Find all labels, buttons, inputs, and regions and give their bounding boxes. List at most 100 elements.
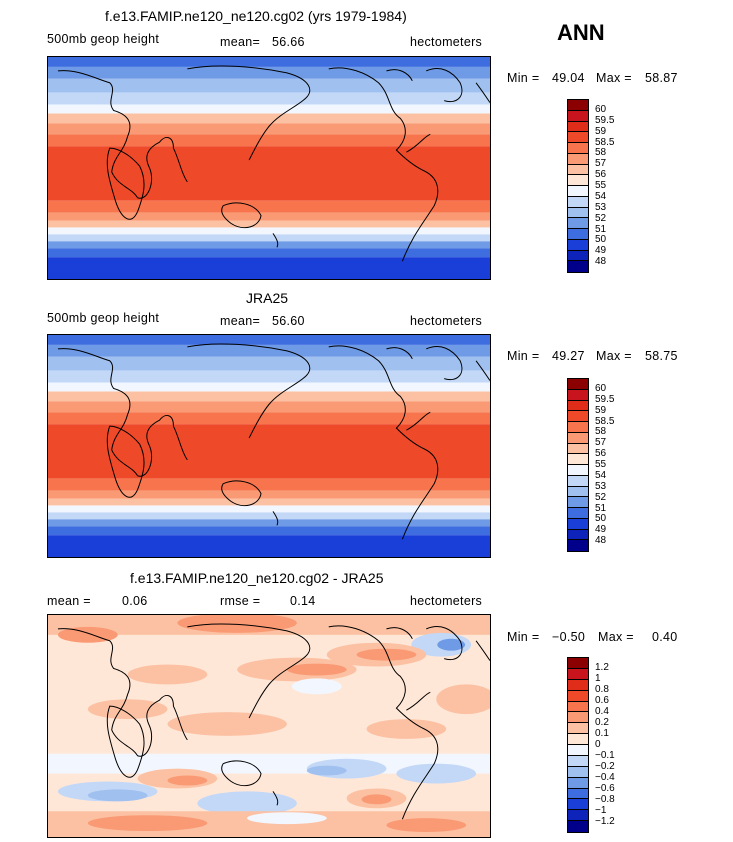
colorbar-swatch (568, 465, 588, 476)
colorbar-tick-label: 57 (595, 158, 607, 170)
colorbar-tick-label: 59 (595, 125, 607, 137)
colorbar-tick-label: 52 (595, 212, 607, 224)
colorbar-swatch (568, 164, 588, 176)
panel3-units: hectometers (410, 594, 483, 608)
colorbar-tick-label: 0.2 (595, 717, 609, 728)
colorbar-swatch (568, 799, 588, 811)
colorbar-tick-label: 1 (595, 673, 601, 684)
colorbar-tick-label: 0.8 (595, 684, 609, 695)
colorbar-tick-label: 58.5 (595, 415, 615, 427)
colorbar-tick-label: 50 (595, 234, 607, 246)
colorbar-swatch (568, 422, 588, 433)
colorbar-tick-label: 60 (595, 103, 607, 115)
panel1-units: hectometers (410, 35, 483, 49)
colorbar-tick-label: −0.6 (595, 783, 615, 794)
colorbar-swatch (568, 379, 588, 390)
colorbar-swatch (568, 143, 588, 154)
colorbar-swatch (568, 788, 588, 800)
colorbar-swatch (568, 529, 588, 541)
colorbar-swatch (568, 734, 588, 745)
panel2-coastlines (57, 343, 490, 540)
colorbar-swatch (568, 810, 588, 822)
colorbar-swatch (568, 475, 588, 487)
panel3-coastlines (57, 623, 490, 820)
panel2-max-value: 58.75 (645, 349, 678, 363)
colorbar-tick-label: 59 (595, 404, 607, 416)
colorbar-tick-label: 0.6 (595, 695, 609, 706)
panel1-min-label: Min = (507, 71, 540, 85)
colorbar-tick-label: −0.8 (595, 794, 615, 805)
colorbar-swatch (568, 250, 588, 262)
colorbar-tick-label: 48 (595, 535, 607, 547)
panel3-max-label: Max = (598, 630, 634, 644)
panel3-rmse-label: rmse = (220, 594, 261, 608)
panel2-mean-value: 56.60 (272, 314, 305, 328)
colorbar-tick-label: 53 (595, 480, 607, 492)
colorbar-swatch (568, 755, 588, 767)
colorbar-swatch (568, 218, 588, 229)
colorbar-tick-label: 54 (595, 469, 607, 481)
colorbar-tick-label: 55 (595, 459, 607, 470)
panel1-mean-value: 56.66 (272, 35, 305, 49)
colorbar-swatch (568, 766, 588, 778)
colorbar-swatch (568, 389, 588, 401)
panel2-map (47, 334, 491, 558)
panel2-units: hectometers (410, 314, 483, 328)
panel2-min-label: Min = (507, 349, 540, 363)
panel1-min-value: 49.04 (552, 71, 585, 85)
colorbar-swatch (568, 712, 588, 724)
colorbar-tick-label: −0.4 (595, 772, 615, 783)
panel1-title: f.e13.FAMIP.ne120_ne120.cg02 (yrs 1979-1… (105, 8, 407, 24)
colorbar-swatch (568, 229, 588, 240)
panel1-colorbar (567, 99, 589, 273)
colorbar-tick-label: 1.2 (595, 662, 609, 673)
colorbar-swatch (568, 508, 588, 519)
panel1-max-label: Max = (596, 71, 632, 85)
panel1-coastlines (57, 65, 490, 262)
colorbar-tick-label: −1 (595, 805, 607, 816)
panel3-map (47, 614, 491, 838)
panel3-mean-value: 0.06 (122, 594, 148, 608)
colorbar-swatch (568, 239, 588, 251)
colorbar-tick-label: −0.2 (595, 761, 615, 772)
colorbar-tick-label: 56 (595, 169, 607, 181)
colorbar-tick-label: 51 (595, 502, 607, 514)
colorbar-tick-label: −1.2 (595, 816, 615, 827)
panel3-mean-label: mean = (47, 594, 91, 608)
panel1-max-value: 58.87 (645, 71, 678, 85)
colorbar-swatch (568, 400, 588, 412)
colorbar-tick-label: 56 (595, 448, 607, 460)
panel3-rmse-value: 0.14 (290, 594, 316, 608)
colorbar-swatch (568, 668, 588, 680)
colorbar-tick-label: 49 (595, 245, 607, 257)
colorbar-swatch (568, 196, 588, 208)
colorbar-tick-label: 60 (595, 382, 607, 394)
colorbar-tick-label: 54 (595, 190, 607, 202)
colorbar-tick-label: 0 (595, 739, 601, 750)
colorbar-swatch (568, 100, 588, 111)
colorbar-tick-label: 58 (595, 426, 607, 438)
colorbar-tick-label: 57 (595, 437, 607, 449)
colorbar-swatch (568, 261, 588, 272)
colorbar-swatch (568, 110, 588, 122)
panel2-min-value: 49.27 (552, 349, 585, 363)
colorbar-tick-label: 48 (595, 256, 607, 268)
colorbar-swatch (568, 497, 588, 508)
colorbar-tick-label: 53 (595, 201, 607, 213)
panel1-mean-label: mean= (220, 35, 261, 49)
colorbar-swatch (568, 132, 588, 143)
panel1-variable: 500mb geop height (47, 32, 160, 46)
colorbar-swatch (568, 701, 588, 713)
panel3-max-value: 0.40 (652, 630, 678, 644)
colorbar-swatch (568, 745, 588, 756)
colorbar-swatch (568, 518, 588, 530)
colorbar-swatch (568, 207, 588, 219)
colorbar-tick-label: 51 (595, 223, 607, 235)
panel2-variable: 500mb geop height (47, 311, 160, 325)
season-label: ANN (557, 20, 605, 45)
colorbar-tick-label: 50 (595, 513, 607, 525)
colorbar-swatch (568, 175, 588, 186)
colorbar-swatch (568, 723, 588, 735)
colorbar-swatch (568, 679, 588, 691)
colorbar-tick-label: 52 (595, 491, 607, 503)
